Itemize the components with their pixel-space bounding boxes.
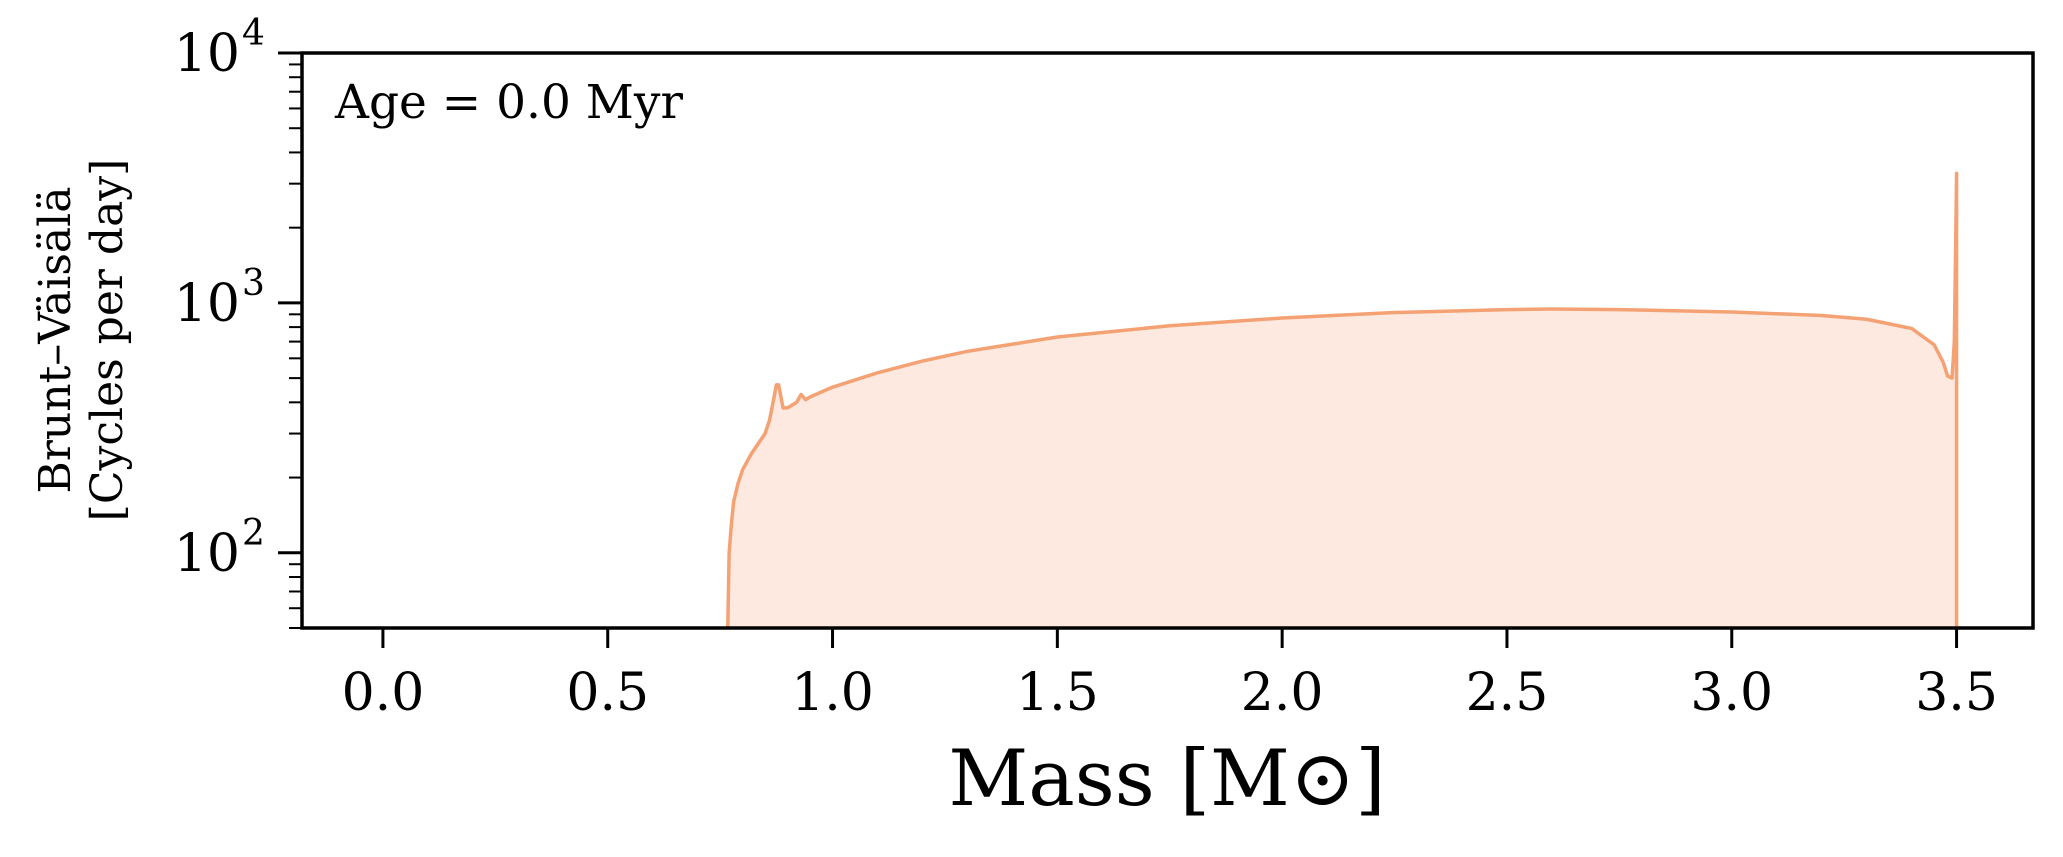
y-axis-minor-ticks — [289, 63, 302, 629]
series-line — [726, 171, 1959, 629]
x-tick-label: 0.5 — [566, 663, 649, 723]
y-tick-exponent: 3 — [242, 263, 265, 304]
x-tick-label: 2.0 — [1241, 663, 1324, 723]
x-tick-label: 1.0 — [791, 663, 874, 723]
y-tick-label: 10 — [174, 24, 240, 84]
x-tick-label: 0.0 — [342, 663, 425, 723]
x-tick-label: 3.0 — [1690, 663, 1773, 723]
y-tick-exponent: 4 — [242, 13, 265, 54]
y-tick-label: 10 — [174, 524, 240, 584]
x-axis-ticks: 0.0 0.5 1.0 1.5 2.0 2.5 3.0 3.5 — [342, 628, 1998, 723]
x-tick-label: 1.5 — [1016, 663, 1099, 723]
plot-frame — [300, 51, 2035, 630]
x-axis-title: Mass [M⊙] — [948, 734, 1385, 824]
y-axis-title-line-2: [Cycles per day] — [82, 159, 133, 522]
area-fill — [727, 173, 1957, 628]
x-tick-label: 3.5 — [1915, 663, 1998, 723]
y-tick-label: 10 — [174, 274, 240, 334]
y-axis-title-line-1: Brunt–Väisälä — [30, 187, 81, 494]
age-annotation: Age = 0.0 Myr — [334, 75, 683, 130]
x-tick-label: 2.5 — [1466, 663, 1549, 723]
y-tick-exponent: 2 — [242, 513, 265, 554]
plot-area — [300, 51, 2035, 630]
